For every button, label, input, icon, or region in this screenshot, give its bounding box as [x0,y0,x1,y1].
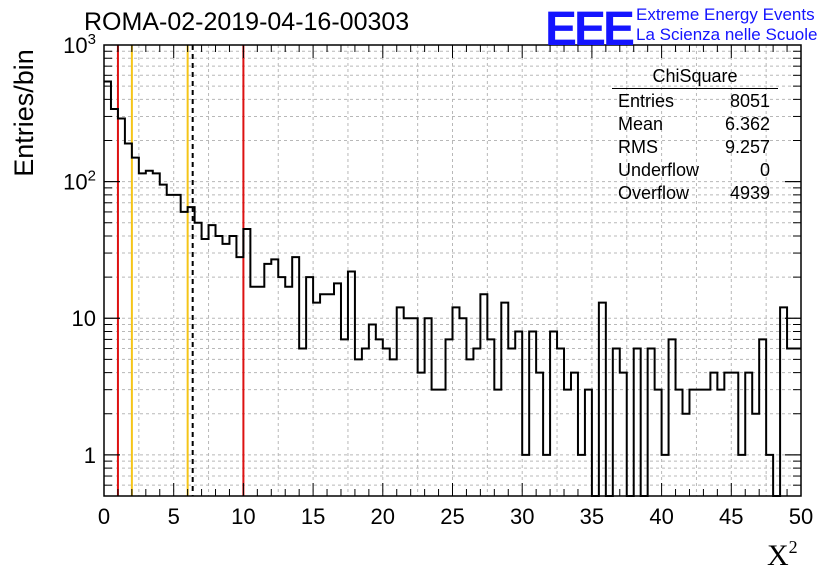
stats-row-entries: Entries 8051 [612,90,778,113]
stats-row-rms: RMS 9.257 [612,136,778,159]
stats-value: 0 [759,160,770,180]
stats-row-underflow: Underflow 0 [612,159,778,182]
x-tick-label: 5 [168,504,180,529]
stats-row-overflow: Overflow 4939 [612,182,778,205]
logo-line-1: Extreme Energy Events [636,5,815,24]
eee-logo: EEE [545,3,635,56]
logo-line-2: La Scienza nelle Scuole [636,25,818,44]
stats-value: 4939 [729,183,770,203]
stats-label: Overflow [618,183,690,203]
stats-title: ChiSquare [612,66,778,89]
x-tick-label: 0 [98,504,110,529]
x-tick-label: 30 [510,504,534,529]
stats-value: 9.257 [724,137,770,157]
stats-label: Mean [618,114,664,134]
histogram-series [104,80,801,497]
x-tick-label: 35 [580,504,604,529]
x-tick-label: 25 [440,504,464,529]
x-tick-label: 10 [231,504,255,529]
stats-label: Entries [618,91,675,111]
stats-value: 8051 [729,91,770,111]
x-tick-label: 15 [301,504,325,529]
x-tick-label: 50 [789,504,813,529]
x-tick-label: 45 [719,504,743,529]
chart-title: ROMA-02-2019-04-16-00303 [84,8,410,36]
y-tick-label: 1 [84,443,96,468]
y-axis-label: Entries/bin [9,49,39,177]
y-tick-label: 103 [63,31,96,58]
stats-row-mean: Mean 6.362 [612,113,778,136]
stats-label: RMS [618,137,658,157]
x-tick-label: 40 [649,504,673,529]
y-tick-label: 10 [72,306,96,331]
stats-label: Underflow [618,160,700,180]
stats-box: ChiSquare Entries 8051 Mean 6.362 RMS 9.… [612,66,778,205]
stats-value: 6.362 [724,114,770,134]
x-axis-label: X2 [767,537,798,572]
x-tick-label: 20 [371,504,395,529]
y-tick-label: 102 [63,168,96,195]
